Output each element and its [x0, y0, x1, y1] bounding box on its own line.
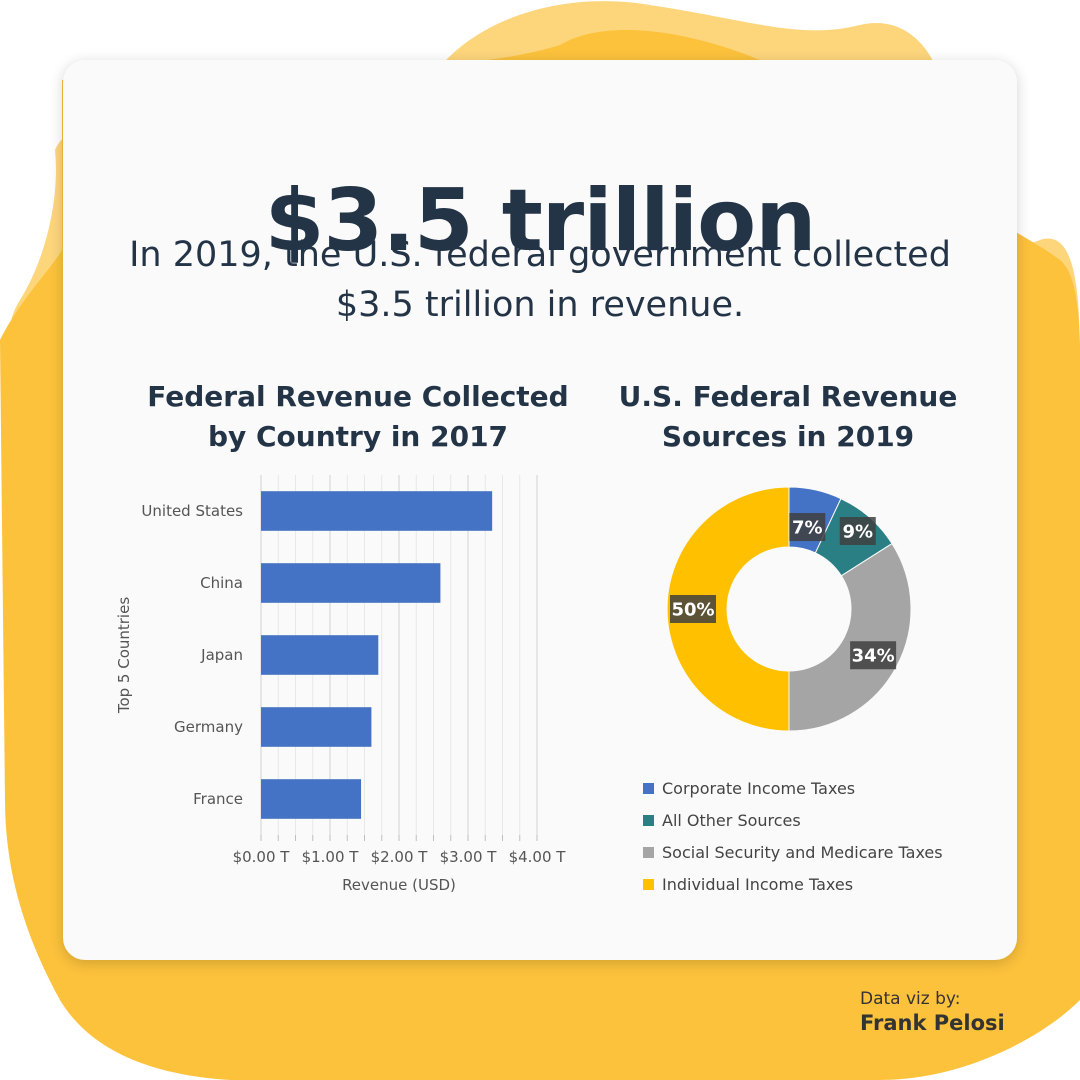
bar — [261, 491, 493, 531]
main-card: $3.5 trillion In 2019, the U.S. federal … — [63, 60, 1017, 960]
bar — [261, 779, 362, 819]
category-label: United States — [141, 502, 243, 520]
category-label: France — [193, 790, 243, 808]
bar — [261, 635, 379, 675]
data-label-box — [839, 516, 876, 545]
donut-chart-title: U.S. Federal Revenue Sources in 2019 — [618, 380, 958, 453]
legend-swatch — [643, 878, 654, 890]
x-tick-label: $3.00 T — [440, 848, 498, 866]
donut-legend: Corporate Income Taxes All Other Sources S… — [643, 772, 1003, 900]
data-label: 9% — [842, 521, 873, 542]
donut-slice — [788, 542, 912, 732]
bar — [261, 563, 441, 603]
data-label: 50% — [671, 600, 714, 621]
credit-label: Data viz by: — [860, 989, 961, 1009]
data-label-box — [670, 595, 716, 623]
legend-swatch — [643, 846, 654, 858]
legend-item: All Other Sources — [643, 804, 1003, 836]
credit: Data viz by: Frank Pelosi — [860, 988, 1060, 1036]
donut-slice — [666, 486, 790, 732]
legend-label: Social Security and Medicare Taxes — [662, 842, 943, 862]
x-tick-label: $1.00 T — [302, 848, 360, 866]
x-tick-label: $0.00 T — [233, 848, 291, 866]
legend-swatch — [643, 814, 654, 826]
bar-chart: United States China Japan Germany France $0.0… — [115, 475, 566, 894]
category-label: China — [200, 574, 243, 592]
legend-label: All Other Sources — [662, 810, 801, 830]
data-label: 7% — [792, 518, 823, 539]
x-axis-label: Revenue (USD) — [342, 876, 456, 894]
bar-chart-title: Federal Revenue Collected by Country in … — [147, 380, 569, 453]
legend-label: Corporate Income Taxes — [662, 778, 856, 798]
data-label-box — [789, 513, 826, 542]
x-tick-label: $4.00 T — [509, 848, 567, 866]
legend-item: Social Security and Medicare Taxes — [643, 836, 1003, 868]
charts-canvas: United States China Japan Germany France $0.0… — [115, 475, 912, 894]
legend-item: Corporate Income Taxes — [643, 772, 1003, 804]
donut-chart: 7% 9% 34% 50% — [666, 486, 912, 732]
data-label: 34% — [852, 646, 895, 667]
x-tick-label: $2.00 T — [371, 848, 429, 866]
data-label-box — [850, 641, 897, 670]
legend-label: Individual Income Taxes — [662, 874, 854, 894]
headline: $3.5 trillion — [264, 171, 817, 271]
bar — [261, 707, 372, 747]
legend-item: Individual Income Taxes — [643, 868, 1003, 900]
category-label: Japan — [200, 646, 243, 664]
category-label: Germany — [174, 718, 243, 736]
y-axis-label: Top 5 Countries — [115, 597, 133, 715]
credit-name: Frank Pelosi — [860, 1011, 1005, 1035]
subheadline: In 2019, the U.S. federal government col… — [129, 235, 951, 325]
legend-swatch — [643, 782, 654, 794]
